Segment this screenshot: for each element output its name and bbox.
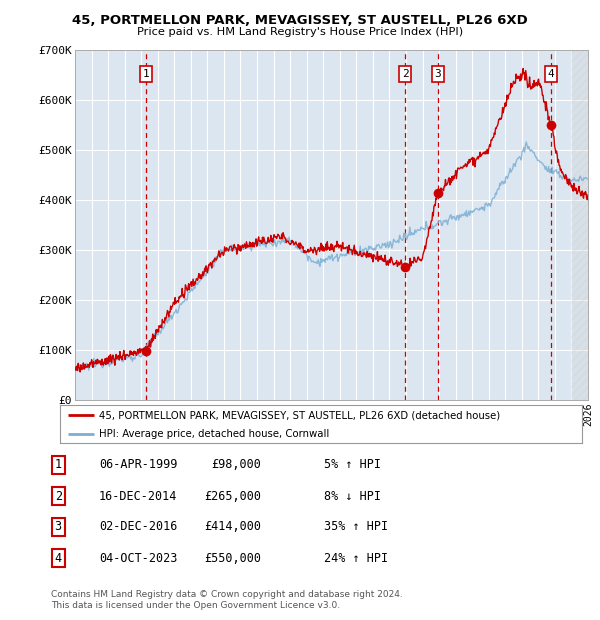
Text: 45, PORTMELLON PARK, MEVAGISSEY, ST AUSTELL, PL26 6XD (detached house): 45, PORTMELLON PARK, MEVAGISSEY, ST AUST… bbox=[99, 410, 500, 420]
Text: £414,000: £414,000 bbox=[204, 521, 261, 533]
Text: £98,000: £98,000 bbox=[211, 459, 261, 471]
Text: 8% ↓ HPI: 8% ↓ HPI bbox=[324, 490, 381, 502]
Text: 3: 3 bbox=[434, 69, 441, 79]
Text: 35% ↑ HPI: 35% ↑ HPI bbox=[324, 521, 388, 533]
Text: 3: 3 bbox=[55, 521, 62, 533]
Text: 4: 4 bbox=[547, 69, 554, 79]
Text: Contains HM Land Registry data © Crown copyright and database right 2024.
This d: Contains HM Land Registry data © Crown c… bbox=[51, 590, 403, 609]
Text: £550,000: £550,000 bbox=[204, 552, 261, 564]
Text: Price paid vs. HM Land Registry's House Price Index (HPI): Price paid vs. HM Land Registry's House … bbox=[137, 27, 463, 37]
Text: 04-OCT-2023: 04-OCT-2023 bbox=[99, 552, 178, 564]
Text: 2: 2 bbox=[55, 490, 62, 502]
Text: 4: 4 bbox=[55, 552, 62, 564]
Text: 45, PORTMELLON PARK, MEVAGISSEY, ST AUSTELL, PL26 6XD: 45, PORTMELLON PARK, MEVAGISSEY, ST AUST… bbox=[72, 14, 528, 27]
Text: 1: 1 bbox=[55, 459, 62, 471]
Bar bbox=[571, 50, 600, 400]
Text: 16-DEC-2014: 16-DEC-2014 bbox=[99, 490, 178, 502]
Text: 02-DEC-2016: 02-DEC-2016 bbox=[99, 521, 178, 533]
Text: 24% ↑ HPI: 24% ↑ HPI bbox=[324, 552, 388, 564]
Text: 5% ↑ HPI: 5% ↑ HPI bbox=[324, 459, 381, 471]
Text: 06-APR-1999: 06-APR-1999 bbox=[99, 459, 178, 471]
Text: 2: 2 bbox=[402, 69, 409, 79]
Text: £265,000: £265,000 bbox=[204, 490, 261, 502]
Text: 1: 1 bbox=[142, 69, 149, 79]
Text: HPI: Average price, detached house, Cornwall: HPI: Average price, detached house, Corn… bbox=[99, 429, 329, 439]
